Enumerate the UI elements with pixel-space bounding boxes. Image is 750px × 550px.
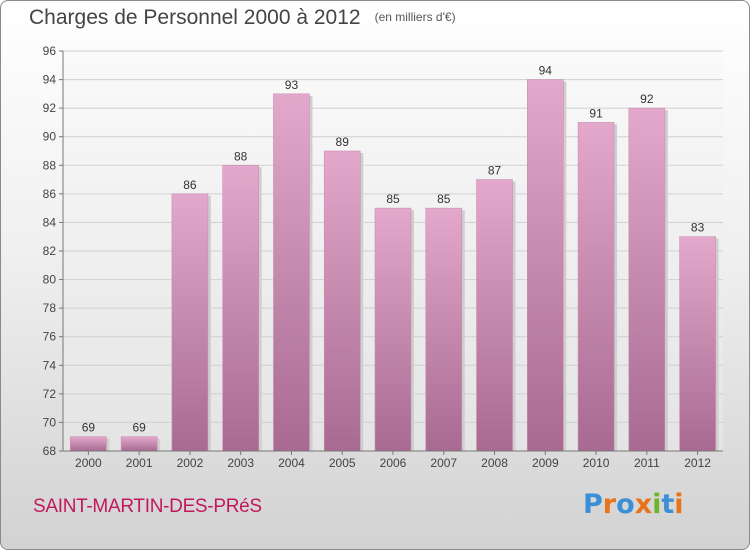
bar xyxy=(273,93,310,452)
logo-letter: x xyxy=(634,489,653,520)
bar xyxy=(120,436,158,452)
y-tick-label: 96 xyxy=(43,44,57,58)
y-tick-label: 68 xyxy=(43,444,57,458)
bar xyxy=(70,436,107,452)
x-tick-label: 2003 xyxy=(227,456,254,470)
y-tick-label: 76 xyxy=(43,330,57,344)
x-tick-label: 2012 xyxy=(684,456,711,470)
y-tick-label: 72 xyxy=(43,387,57,401)
y-tick-label: 88 xyxy=(43,158,57,172)
data-label: 94 xyxy=(539,64,553,78)
y-tick-label: 92 xyxy=(43,101,57,115)
logo-letter: r xyxy=(602,489,617,520)
bar xyxy=(425,207,463,452)
x-tick-label: 2005 xyxy=(329,456,356,470)
bar xyxy=(374,207,412,452)
bar xyxy=(577,122,615,452)
chart-title: Charges de Personnel 2000 à 2012 xyxy=(29,6,361,29)
bar xyxy=(527,79,564,452)
data-label: 83 xyxy=(691,221,705,235)
data-label: 86 xyxy=(183,178,197,192)
bar xyxy=(476,179,513,452)
data-label: 85 xyxy=(437,192,451,206)
x-tick-label: 2008 xyxy=(481,456,508,470)
y-tick-label: 94 xyxy=(43,73,57,87)
y-tick-label: 80 xyxy=(43,273,57,287)
x-tick-label: 2009 xyxy=(532,456,559,470)
chart-unit: (en milliers d'€) xyxy=(374,10,456,24)
x-tick-label: 2004 xyxy=(278,456,305,470)
logo-letter: t xyxy=(661,489,675,520)
chart-title-row: Charges de Personnel 2000 à 2012 (en mill… xyxy=(29,6,456,30)
logo-letter: P xyxy=(583,489,603,520)
y-tick-label: 78 xyxy=(43,301,57,315)
x-tick-label: 2006 xyxy=(380,456,407,470)
data-label: 87 xyxy=(488,164,502,178)
logo-letter: i xyxy=(652,489,662,520)
y-tick-label: 82 xyxy=(43,244,57,258)
y-tick-label: 70 xyxy=(43,415,57,429)
bar xyxy=(222,164,259,452)
y-tick-label: 84 xyxy=(43,215,57,229)
x-tick-label: 2007 xyxy=(430,456,457,470)
y-tick-label: 90 xyxy=(43,130,57,144)
proxiti-logo: Proxiti xyxy=(583,489,684,520)
bar xyxy=(171,193,209,452)
bar xyxy=(679,236,716,452)
x-tick-label: 2001 xyxy=(126,456,153,470)
y-tick-label: 74 xyxy=(43,358,57,372)
logo-letter: i xyxy=(674,489,684,520)
data-label: 93 xyxy=(285,78,299,92)
data-label: 88 xyxy=(234,149,248,163)
bar xyxy=(323,150,361,452)
data-label: 92 xyxy=(640,92,654,106)
bar xyxy=(628,107,666,452)
x-tick-label: 2002 xyxy=(177,456,204,470)
data-label: 91 xyxy=(589,106,603,120)
commune-name: SAINT-MARTIN-DES-PRéS xyxy=(33,496,262,517)
x-tick-label: 2010 xyxy=(583,456,610,470)
x-tick-label: 2011 xyxy=(634,456,660,470)
data-label: 89 xyxy=(336,135,350,149)
data-label: 85 xyxy=(386,192,400,206)
x-tick-label: 2000 xyxy=(75,456,102,470)
logo-letter: o xyxy=(616,489,635,520)
data-label: 69 xyxy=(132,421,146,435)
data-label: 69 xyxy=(82,421,96,435)
y-tick-label: 86 xyxy=(43,187,57,201)
